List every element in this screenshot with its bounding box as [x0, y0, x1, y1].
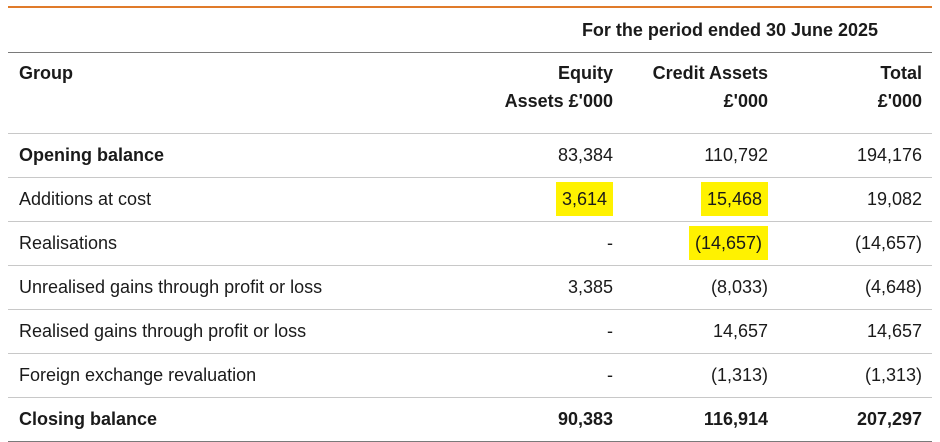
credit-value: (8,033)	[623, 265, 778, 310]
equity-value: -	[468, 353, 623, 398]
row-label: Opening balance	[8, 133, 468, 178]
total-value: (4,648)	[778, 265, 933, 310]
table-row-unrealised-gains: Unrealised gains through profit or loss …	[8, 265, 933, 310]
column-header-row: Group Equity Assets £'000 Credit Assets …	[8, 52, 933, 134]
table-row-realisations: Realisations - (14,657) (14,657)	[8, 221, 933, 266]
column-header-credit-line2: £'000	[723, 91, 768, 111]
row-label: Additions at cost	[8, 177, 468, 222]
column-header-equity: Equity Assets £'000	[468, 52, 623, 134]
credit-cell: 15,468	[623, 177, 778, 222]
table-row-fx-revaluation: Foreign exchange revaluation - (1,313) (…	[8, 353, 933, 398]
column-header-total-line1: Total	[880, 63, 923, 83]
column-header-total: Total £'000	[778, 52, 933, 134]
table-row-opening-balance: Opening balance 83,384 110,792 194,176	[8, 133, 933, 178]
table-row-realised-gains: Realised gains through profit or loss - …	[8, 309, 933, 354]
column-header-equity-line1: Equity	[557, 63, 613, 83]
credit-cell: (14,657)	[623, 221, 778, 266]
credit-value: (1,313)	[623, 353, 778, 398]
total-value: 14,657	[778, 309, 933, 354]
highlighted-equity-value: 3,614	[555, 182, 613, 216]
total-value: (1,313)	[778, 353, 933, 398]
credit-value: 14,657	[623, 309, 778, 354]
highlighted-credit-value: 15,468	[700, 182, 768, 216]
group-balance-table: For the period ended 30 June 2025 Group …	[8, 8, 933, 442]
equity-value: -	[468, 309, 623, 354]
period-header-row: For the period ended 30 June 2025	[8, 8, 933, 53]
column-header-credit-line1: Credit Assets	[652, 63, 768, 83]
column-header-total-line2: £'000	[877, 91, 923, 111]
equity-cell: 3,614	[468, 177, 623, 222]
equity-value: -	[468, 221, 623, 266]
row-label: Realised gains through profit or loss	[8, 309, 468, 354]
column-header-credit: Credit Assets £'000	[623, 52, 778, 134]
highlighted-credit-value: (14,657)	[688, 226, 768, 260]
equity-value: 83,384	[468, 133, 623, 178]
financial-table-container: For the period ended 30 June 2025 Group …	[8, 6, 933, 442]
period-spacer	[8, 8, 468, 53]
top-rule	[8, 6, 932, 8]
column-header-equity-line2: Assets £'000	[504, 91, 613, 111]
credit-value: 110,792	[623, 133, 778, 178]
column-header-group-label: Group	[19, 63, 73, 83]
row-label: Realisations	[8, 221, 468, 266]
row-label: Foreign exchange revaluation	[8, 353, 468, 398]
total-value: (14,657)	[778, 221, 933, 266]
equity-value: 3,385	[468, 265, 623, 310]
column-header-group: Group	[8, 52, 468, 134]
period-title: For the period ended 30 June 2025	[468, 8, 933, 53]
total-value: 194,176	[778, 133, 933, 178]
row-label: Unrealised gains through profit or loss	[8, 265, 468, 310]
total-value: 19,082	[778, 177, 933, 222]
table-row-additions: Additions at cost 3,614 15,468 19,082	[8, 177, 933, 222]
